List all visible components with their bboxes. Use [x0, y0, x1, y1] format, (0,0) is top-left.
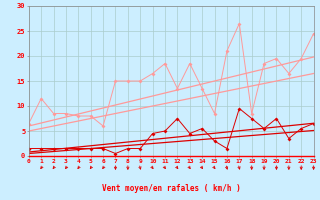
X-axis label: Vent moyen/en rafales ( km/h ): Vent moyen/en rafales ( km/h ): [102, 184, 241, 193]
